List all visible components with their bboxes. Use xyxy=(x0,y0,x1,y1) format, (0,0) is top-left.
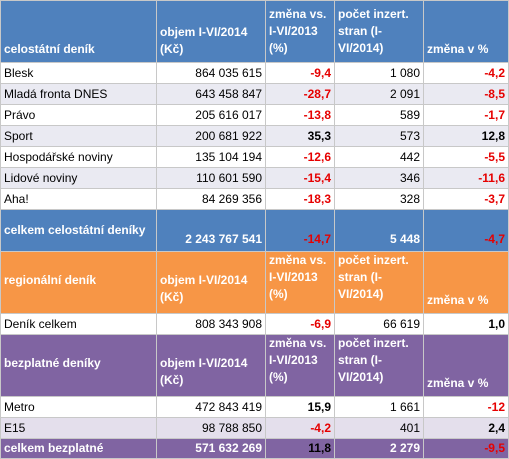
row-change: 35,3 xyxy=(265,125,335,147)
regional-header-row: regionální deník objem I-VI/2014 (Kč) zm… xyxy=(0,251,509,314)
row-volume: 643 458 847 xyxy=(156,83,266,105)
total-volume: 571 632 269 xyxy=(156,438,266,459)
row-name: Lidové noviny xyxy=(0,167,157,189)
row-volume: 200 681 922 xyxy=(156,125,266,147)
table-row: Hospodářské noviny 135 104 194 -12,6 442… xyxy=(0,146,509,168)
row-name: Blesk xyxy=(0,62,157,84)
table-row: Deník celkem 808 343 908 -6,9 66 619 1,0 xyxy=(0,313,509,335)
total-pages-change: -9,5 xyxy=(423,438,509,459)
col-pages-change-header: změna v % xyxy=(423,251,509,314)
row-volume: 864 035 615 xyxy=(156,62,266,84)
total-volume: 2 243 767 541 xyxy=(156,209,266,252)
col-volume-header: objem I-VI/2014 (Kč) xyxy=(156,334,266,397)
table-row: Mladá fronta DNES 643 458 847 -28,7 2 09… xyxy=(0,83,509,105)
col-pages-change-header: změna v % xyxy=(423,334,509,397)
regional-section-label: regionální deník xyxy=(0,251,157,314)
row-pages: 442 xyxy=(334,146,424,168)
col-change-header: změna vs. I-VI/2013 (%) xyxy=(265,251,335,314)
free-total-row: celkem bezplatné 571 632 269 11,8 2 279 … xyxy=(0,438,509,459)
row-volume: 98 788 850 xyxy=(156,417,266,439)
row-name: Aha! xyxy=(0,188,157,210)
row-name: E15 xyxy=(0,417,157,439)
row-name: Právo xyxy=(0,104,157,126)
row-change: 15,9 xyxy=(265,396,335,418)
row-pages-change: 1,0 xyxy=(423,313,509,335)
row-pages: 346 xyxy=(334,167,424,189)
row-name: Sport xyxy=(0,125,157,147)
col-change-header: změna vs. I-VI/2013 (%) xyxy=(265,0,335,63)
row-pages: 66 619 xyxy=(334,313,424,335)
row-volume: 110 601 590 xyxy=(156,167,266,189)
col-volume-header: objem I-VI/2014 (Kč) xyxy=(156,0,266,63)
total-change: -14,7 xyxy=(265,209,335,252)
row-pages: 573 xyxy=(334,125,424,147)
table-row: Blesk 864 035 615 -9,4 1 080 -4,2 xyxy=(0,62,509,84)
row-pages-change: -3,7 xyxy=(423,188,509,210)
row-volume: 808 343 908 xyxy=(156,313,266,335)
col-pages-header: počet inzert. stran (I-VI/2014) xyxy=(334,251,424,314)
row-change: -12,6 xyxy=(265,146,335,168)
row-name: Deník celkem xyxy=(0,313,157,335)
row-pages: 401 xyxy=(334,417,424,439)
total-pages-change: -4,7 xyxy=(423,209,509,252)
table-row: E15 98 788 850 -4,2 401 2,4 xyxy=(0,417,509,439)
row-pages: 2 091 xyxy=(334,83,424,105)
row-name: Metro xyxy=(0,396,157,418)
row-change: -15,4 xyxy=(265,167,335,189)
row-pages: 1 080 xyxy=(334,62,424,84)
national-header-row: celostátní deník objem I-VI/2014 (Kč) zm… xyxy=(0,0,509,63)
row-name: Hospodářské noviny xyxy=(0,146,157,168)
table-row: Právo 205 616 017 -13,8 589 -1,7 xyxy=(0,104,509,126)
row-change: -9,4 xyxy=(265,62,335,84)
col-pages-change-header: změna v % xyxy=(423,0,509,63)
col-pages-header: počet inzert. stran (I-VI/2014) xyxy=(334,0,424,63)
row-pages-change: -5,5 xyxy=(423,146,509,168)
free-section-label: bezplatné deníky xyxy=(0,334,157,397)
total-name: celkem celostátní deníky xyxy=(0,209,157,252)
row-volume: 472 843 419 xyxy=(156,396,266,418)
table-row: Metro 472 843 419 15,9 1 661 -12 xyxy=(0,396,509,418)
total-change: 11,8 xyxy=(265,438,335,459)
row-volume: 135 104 194 xyxy=(156,146,266,168)
total-name: celkem bezplatné xyxy=(0,438,157,459)
row-pages-change: 12,8 xyxy=(423,125,509,147)
row-change: -6,9 xyxy=(265,313,335,335)
national-section-label: celostátní deník xyxy=(0,0,157,63)
row-change: -18,3 xyxy=(265,188,335,210)
free-header-row: bezplatné deníky objem I-VI/2014 (Kč) zm… xyxy=(0,334,509,397)
row-pages-change: -8,5 xyxy=(423,83,509,105)
row-pages-change: -4,2 xyxy=(423,62,509,84)
row-volume: 84 269 356 xyxy=(156,188,266,210)
row-pages: 328 xyxy=(334,188,424,210)
row-pages-change: -12 xyxy=(423,396,509,418)
row-change: -4,2 xyxy=(265,417,335,439)
row-change: -28,7 xyxy=(265,83,335,105)
col-volume-header: objem I-VI/2014 (Kč) xyxy=(156,251,266,314)
row-change: -13,8 xyxy=(265,104,335,126)
table-row: Sport 200 681 922 35,3 573 12,8 xyxy=(0,125,509,147)
total-pages: 5 448 xyxy=(334,209,424,252)
row-pages: 589 xyxy=(334,104,424,126)
row-pages-change: -1,7 xyxy=(423,104,509,126)
table-row: Aha! 84 269 356 -18,3 328 -3,7 xyxy=(0,188,509,210)
row-pages-change: -11,6 xyxy=(423,167,509,189)
total-pages: 2 279 xyxy=(334,438,424,459)
row-name: Mladá fronta DNES xyxy=(0,83,157,105)
row-pages: 1 661 xyxy=(334,396,424,418)
row-pages-change: 2,4 xyxy=(423,417,509,439)
national-total-row: celkem celostátní deníky 2 243 767 541 -… xyxy=(0,209,509,252)
col-pages-header: počet inzert. stran (I-VI/2014) xyxy=(334,334,424,397)
col-change-header: změna vs. I-VI/2013 (%) xyxy=(265,334,335,397)
table-row: Lidové noviny 110 601 590 -15,4 346 -11,… xyxy=(0,167,509,189)
row-volume: 205 616 017 xyxy=(156,104,266,126)
